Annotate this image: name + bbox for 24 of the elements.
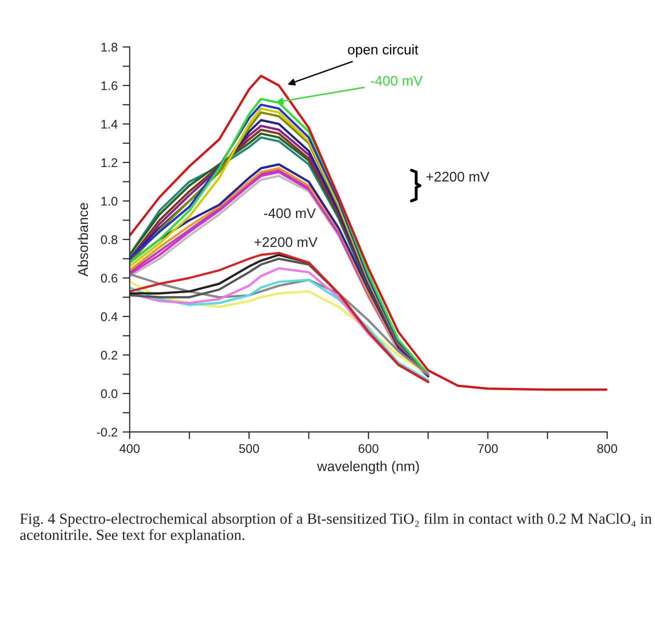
y-tick-label: 0.6 — [101, 274, 118, 283]
annotation: +2200 mV — [254, 237, 318, 248]
x-tick-label: 600 — [358, 444, 378, 453]
x-tick-label: 700 — [478, 444, 498, 453]
x-tick-label: 500 — [239, 444, 260, 453]
annotation: open circuit — [348, 44, 418, 58]
y-tick-label: 1.2 — [101, 158, 118, 167]
annotation: +2200 mV — [426, 172, 490, 182]
y-tick-label: 1.6 — [101, 81, 118, 90]
y-axis-title: Absorbance — [78, 203, 88, 277]
annotation: -400 mV — [370, 76, 423, 86]
y-tick-label: 0.4 — [101, 312, 118, 322]
annotation: -400 mV — [264, 208, 316, 218]
y-tick-label: 1.0 — [101, 196, 118, 206]
x-tick-label: 400 — [120, 444, 140, 453]
y-tick-label: 0.2 — [101, 350, 118, 360]
x-tick-label: 800 — [597, 444, 618, 453]
caption: Fig. 4 Spectro-electrochemical absorption of a Bt-sensitized TiO₂ film in contact with 0.2 M NaClO₄ in acetonitrile. See text for explanation. — [20, 512, 652, 544]
y-tick-label: 1.8 — [101, 42, 118, 52]
x-axis-title: wavelength (nm) — [317, 460, 419, 474]
y-tick-label: 0.8 — [101, 235, 118, 244]
y-tick-label: 0.0 — [101, 389, 118, 398]
y-tick-label: 1.4 — [101, 120, 118, 128]
y-tick-label: -0.2 — [96, 428, 118, 437]
